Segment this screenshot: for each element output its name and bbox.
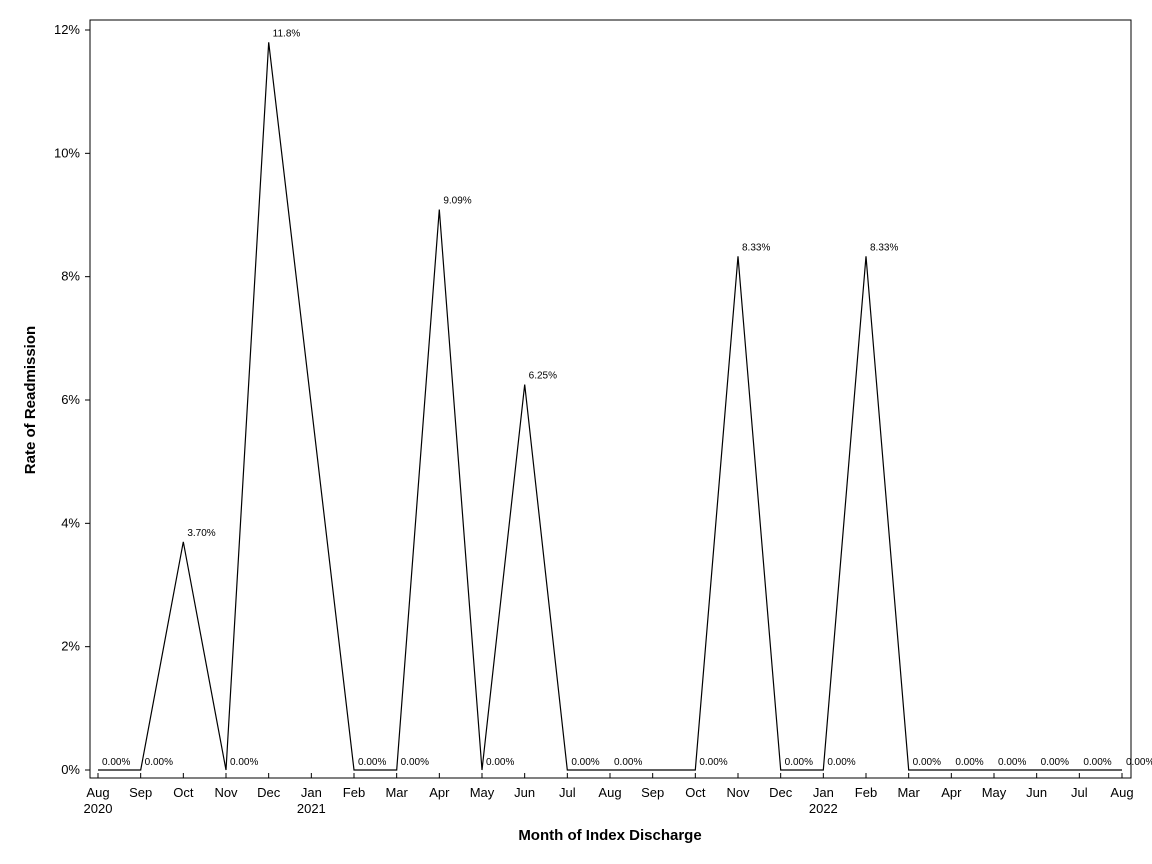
x-tick-label: Dec <box>769 785 793 800</box>
data-label: 0.00% <box>998 757 1026 768</box>
data-label: 0.00% <box>785 757 813 768</box>
x-tick-label: Mar <box>385 785 408 800</box>
data-label: 0.00% <box>486 757 514 768</box>
y-axis-title: Rate of Readmission <box>22 326 39 474</box>
data-label: 9.09% <box>443 195 471 206</box>
data-label: 0.00% <box>1041 757 1069 768</box>
y-tick-label: 6% <box>61 392 80 407</box>
data-label: 8.33% <box>870 242 898 253</box>
x-tick-label: Feb <box>855 785 877 800</box>
x-tick-label: Apr <box>941 785 962 800</box>
x-tick-label: Aug <box>1110 785 1133 800</box>
x-tick-label: Nov <box>726 785 750 800</box>
x-axis-title: Month of Index Discharge <box>518 827 701 844</box>
data-label: 0.00% <box>401 757 429 768</box>
series-line <box>98 42 1122 771</box>
x-tick-label: Feb <box>343 785 365 800</box>
x-tick-label: Sep <box>641 785 664 800</box>
x-tick-label: Aug <box>86 785 109 800</box>
x-tick-label: May <box>982 785 1007 800</box>
data-label: 0.00% <box>827 757 855 768</box>
y-axis: 0% 2% 4% 6% 8% 10% 12% <box>54 22 90 777</box>
x-tick-label: Dec <box>257 785 281 800</box>
data-label: 0.00% <box>571 757 599 768</box>
y-tick-label: 12% <box>54 22 80 37</box>
x-tick-label: Apr <box>429 785 450 800</box>
data-label: 3.70% <box>187 528 215 539</box>
x-tick-label: Aug <box>598 785 621 800</box>
data-label: 0.00% <box>230 757 258 768</box>
y-tick-label: 8% <box>61 269 80 284</box>
x-tick-label: Jul <box>559 785 576 800</box>
data-label: 0.00% <box>102 757 130 768</box>
data-label: 0.00% <box>955 757 983 768</box>
x-tick-label: Oct <box>685 785 706 800</box>
x-tick-label: Jan <box>301 785 322 800</box>
data-label: 8.33% <box>742 242 770 253</box>
x-tick-label: Jul <box>1071 785 1088 800</box>
y-tick-label: 2% <box>61 639 80 654</box>
plot-frame <box>89 19 1132 779</box>
x-tick-year-label: 2021 <box>297 801 326 816</box>
x-tick-year-label: 2020 <box>84 801 113 816</box>
x-tick-label: Jun <box>1026 785 1047 800</box>
x-tick-label: Jan <box>813 785 834 800</box>
y-tick-label: 4% <box>61 515 80 530</box>
x-tick-label: May <box>470 785 495 800</box>
data-label: 0.00% <box>1083 757 1111 768</box>
data-label: 0.00% <box>1126 757 1152 768</box>
x-tick-year-label: 2022 <box>809 801 838 816</box>
data-label: 0.00% <box>614 757 642 768</box>
data-label: 0.00% <box>913 757 941 768</box>
data-labels: 0.00% 0.00% 3.70% 0.00% 11.8% 0.00% 0.00% 9.09%… <box>102 28 1152 768</box>
data-label: 0.00% <box>699 757 727 768</box>
y-tick-label: 10% <box>54 145 80 160</box>
x-tick-label: Jun <box>514 785 535 800</box>
data-label: 6.25% <box>529 371 557 382</box>
data-label: 11.8% <box>273 28 301 39</box>
data-label: 0.00% <box>145 757 173 768</box>
x-tick-label: Sep <box>129 785 152 800</box>
x-tick-label: Oct <box>173 785 194 800</box>
data-label: 0.00% <box>358 757 386 768</box>
x-tick-label: Mar <box>897 785 920 800</box>
y-tick-label: 0% <box>61 762 80 777</box>
x-tick-label: Nov <box>214 785 238 800</box>
